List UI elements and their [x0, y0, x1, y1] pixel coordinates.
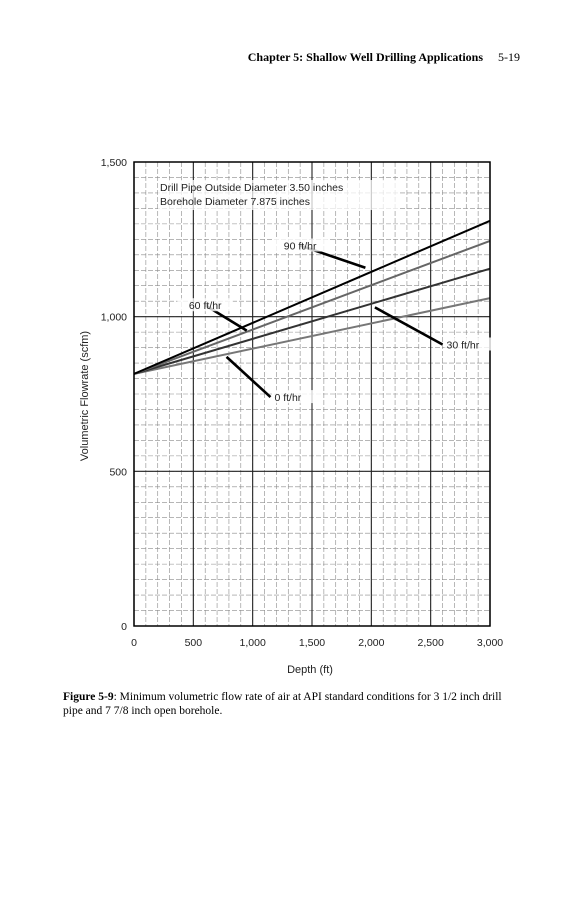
series-label: 60 ft/hr	[189, 300, 222, 312]
y-axis-label: Volumetric Flowrate (scfm)	[79, 331, 91, 461]
series-label: 30 ft/hr	[447, 340, 480, 352]
series-label-backdrop	[444, 337, 501, 351]
y-tick-label: 1,500	[101, 157, 127, 169]
y-tick-label: 1,000	[101, 312, 127, 324]
y-tick-label: 0	[121, 621, 127, 633]
page-number: 5-19	[498, 50, 520, 64]
page-header: Chapter 5: Shallow Well Drilling Applica…	[248, 50, 520, 65]
figure-label: Figure 5-9	[63, 691, 114, 703]
series-label: 90 ft/hr	[284, 241, 317, 253]
series-label-backdrop	[177, 298, 233, 312]
label-leader-line	[374, 306, 444, 346]
series-lines	[133, 219, 491, 375]
series-line	[133, 297, 491, 375]
caption-text: : Minimum volumetric flow rate of air at…	[63, 691, 502, 717]
label-leader-line	[225, 355, 272, 399]
series-label: 0 ft/hr	[274, 392, 301, 404]
y-tick-label: 500	[109, 466, 127, 478]
x-axis-label: Depth (ft)	[287, 664, 333, 676]
x-tick-label: 2,500	[418, 637, 444, 649]
x-tick-label: 0	[131, 637, 137, 649]
series-line	[133, 219, 491, 375]
x-tick-label: 1,000	[240, 637, 266, 649]
plot-frame	[133, 161, 491, 627]
x-tick-label: 3,000	[477, 637, 503, 649]
chapter-title: Chapter 5: Shallow Well Drilling Applica…	[247, 50, 483, 64]
figure-caption: Figure 5-9: Minimum volumetric flow rate…	[63, 690, 523, 718]
borehole-annotation: Borehole Diameter 7.875 inches	[160, 196, 310, 208]
series-labels: 0 ft/hr 30 ft/hr 60 ft/hr 90 ft/hr	[177, 238, 501, 404]
x-tick-labels: 0 500 1,000 1,500 2,000 2,500 3,000	[131, 637, 503, 649]
annotation-backdrop	[158, 180, 398, 210]
flowrate-chart: 0 500 1,000 1,500 2,000 2,500 3,000 0 500 1,000 1…	[79, 157, 503, 676]
series-label-backdrop	[272, 390, 322, 404]
x-tick-label: 500	[185, 637, 203, 649]
series-line	[133, 267, 491, 375]
series-line	[133, 239, 491, 375]
y-tick-labels: 0 500 1,000 1,500	[101, 157, 127, 633]
x-tick-label: 2,000	[358, 637, 384, 649]
drill-pipe-annotation: Drill Pipe Outside Diameter 3.50 inches	[160, 182, 343, 194]
x-tick-label: 1,500	[299, 637, 325, 649]
series-label-backdrop	[272, 238, 328, 252]
